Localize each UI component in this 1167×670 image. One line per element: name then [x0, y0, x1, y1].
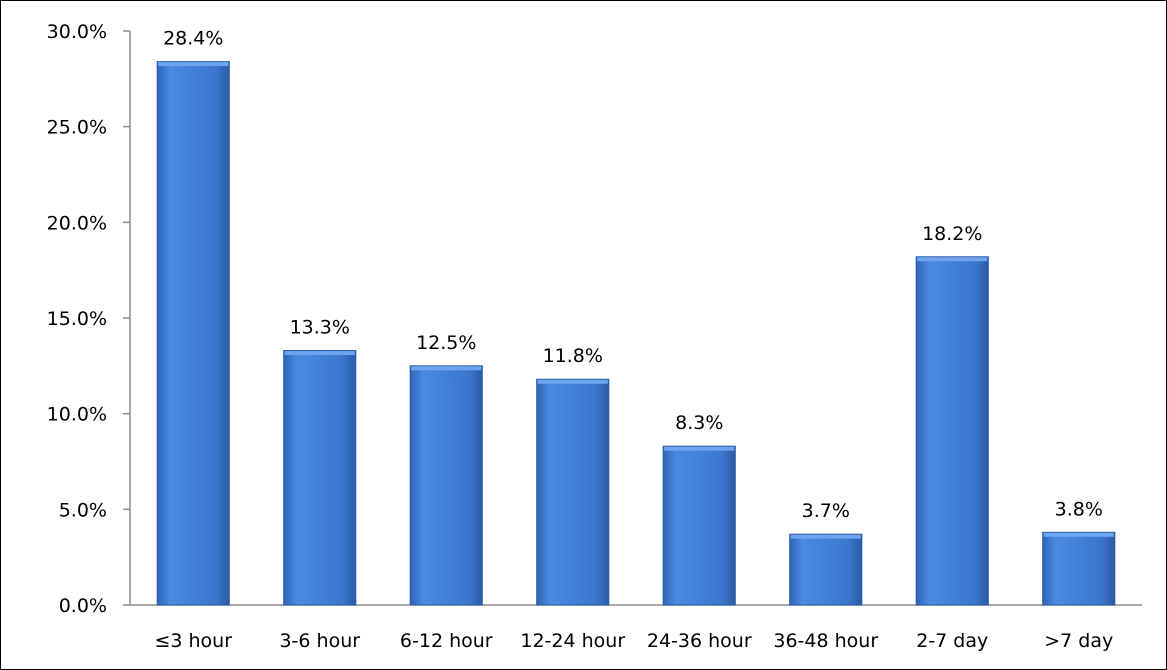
- y-tick-label: 20.0%: [47, 212, 107, 234]
- data-label: 28.4%: [163, 28, 223, 50]
- y-tick-label: 25.0%: [47, 117, 107, 139]
- data-label: 3.7%: [802, 500, 850, 522]
- data-label: 18.2%: [922, 223, 982, 245]
- bar-top-cap: [1043, 532, 1114, 537]
- data-label: 11.8%: [543, 345, 603, 367]
- x-axis: ≤3 hour 3-6 hour 6-12 hour 12-24 hour 24-36 …: [130, 604, 1142, 652]
- x-tick-label: 36-48 hour: [773, 630, 878, 652]
- x-tick-label: 3-6 hour: [279, 630, 360, 652]
- bar-top-cap: [158, 62, 229, 67]
- y-tick-label: 0.0%: [59, 595, 107, 617]
- y-tick-label: 15.0%: [47, 308, 107, 330]
- bar: [789, 533, 863, 606]
- bar: [283, 350, 357, 606]
- y-tick-label: 30.0%: [47, 21, 107, 43]
- data-label: 8.3%: [675, 412, 723, 434]
- bars: [156, 61, 1116, 606]
- x-tick-label: >7 day: [1044, 630, 1113, 652]
- bar: [1042, 531, 1116, 606]
- data-label: 13.3%: [290, 317, 350, 339]
- bar-top-cap: [411, 366, 482, 371]
- bar: [536, 378, 610, 606]
- x-tick-label: 6-12 hour: [400, 630, 493, 652]
- bar-top-cap: [790, 534, 861, 539]
- x-tick-label: 24-36 hour: [647, 630, 752, 652]
- y-tick-label: 10.0%: [47, 404, 107, 426]
- x-tick-label: 2-7 day: [916, 630, 988, 652]
- bar: [662, 445, 736, 606]
- bar: [156, 61, 230, 606]
- bar-top-cap: [664, 446, 735, 451]
- x-tick-label: 12-24 hour: [520, 630, 625, 652]
- bar: [409, 365, 483, 606]
- data-label: 12.5%: [416, 332, 476, 354]
- y-axis: 0.0% 5.0% 10.0% 15.0% 20.0% 25.0% 30.0%: [47, 21, 131, 617]
- bar-top-cap: [537, 379, 608, 384]
- data-labels: 28.4% 13.3% 12.5% 11.8% 8.3% 3.7% 18.2% 3.8%: [163, 28, 1103, 523]
- x-tick-label: ≤3 hour: [154, 630, 232, 652]
- bar-top-cap: [917, 257, 988, 262]
- bar: [915, 256, 989, 606]
- data-label: 3.8%: [1055, 498, 1103, 520]
- y-tick-label: 5.0%: [59, 499, 107, 521]
- bar-top-cap: [284, 351, 355, 356]
